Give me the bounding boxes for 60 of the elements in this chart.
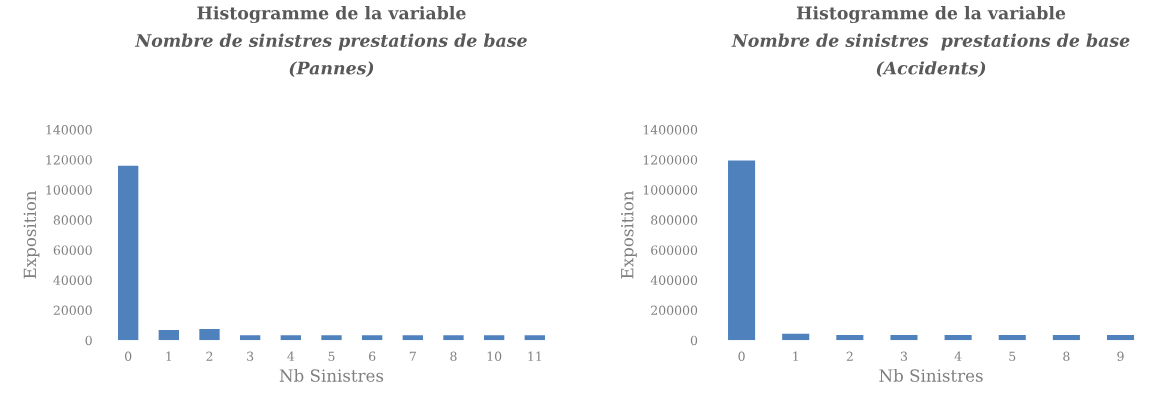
bar xyxy=(1052,334,1080,341)
bar xyxy=(998,334,1026,341)
y-tick-label: 1400000 xyxy=(643,125,698,135)
bar xyxy=(524,335,545,341)
y-tick-label: 800000 xyxy=(651,215,698,225)
x-tick-label: 10 xyxy=(487,351,502,361)
x-tick-label: 2 xyxy=(206,351,213,361)
x-tick-label: 0 xyxy=(738,351,745,361)
x-tick-label: 1 xyxy=(793,351,798,361)
x-tick-label: 2 xyxy=(846,351,853,361)
x-tick-label: 4 xyxy=(287,351,295,361)
bar xyxy=(728,160,756,341)
x-tick-label: 0 xyxy=(125,351,132,361)
y-tick-label: 120000 xyxy=(46,155,92,165)
y-tick-label: 60000 xyxy=(53,245,92,255)
bar xyxy=(280,335,301,341)
x-tick-label: 11 xyxy=(528,351,541,361)
y-tick-label: 1200000 xyxy=(643,155,698,165)
bar xyxy=(483,335,505,341)
y-tick-label: 20000 xyxy=(53,305,92,316)
bar xyxy=(1106,334,1135,341)
y-tick-label: 600000 xyxy=(651,245,698,255)
bar xyxy=(402,335,423,341)
y-tick-label: 140000 xyxy=(46,125,92,135)
y-tick-label: 400000 xyxy=(650,275,698,285)
y-tick-label: 40000 xyxy=(53,275,92,285)
bar xyxy=(321,335,342,341)
x-tick-label: 3 xyxy=(247,351,254,361)
chart-title: Histogramme de la variable Nombre de sinistres prestations de base (Pannes) xyxy=(134,6,527,78)
y-tick-label: 200000 xyxy=(651,305,698,316)
y-tick-label: 0 xyxy=(85,335,92,346)
bar xyxy=(118,165,139,341)
x-axis-title: Nb Sinistres xyxy=(879,368,983,382)
x-tick-label: 5 xyxy=(1009,351,1016,361)
bar xyxy=(836,334,864,341)
y-tick-label: 0 xyxy=(690,335,698,346)
bar xyxy=(944,334,972,341)
y-tick-label: 100000 xyxy=(46,185,92,195)
bar xyxy=(443,335,464,341)
y-tick-label: 1000000 xyxy=(643,185,698,195)
chart-title: Histogramme de la variable Nombre de sinistres prestations de base (Accidents) xyxy=(731,6,1130,78)
bar xyxy=(239,335,261,341)
x-tick-label: 3 xyxy=(900,351,908,361)
x-tick-label: 5 xyxy=(328,351,335,361)
x-tick-label: 6 xyxy=(369,351,376,361)
bar xyxy=(361,335,383,341)
y-tick-label: 80000 xyxy=(53,215,92,225)
y-axis-title: Exposition xyxy=(621,190,637,279)
bar xyxy=(158,329,179,341)
bar xyxy=(890,334,918,341)
bar xyxy=(199,328,220,341)
x-tick-label: 8 xyxy=(1063,351,1070,361)
x-tick-label: 8 xyxy=(450,351,457,361)
y-axis-title: Exposition xyxy=(23,190,40,279)
x-tick-label: 9 xyxy=(1117,351,1124,361)
x-axis-title: Nb Sinistres xyxy=(279,368,384,382)
x-tick-label: 7 xyxy=(409,351,416,361)
bar xyxy=(782,333,810,341)
x-tick-label: 4 xyxy=(954,351,962,361)
x-tick-label: 1 xyxy=(166,351,172,361)
